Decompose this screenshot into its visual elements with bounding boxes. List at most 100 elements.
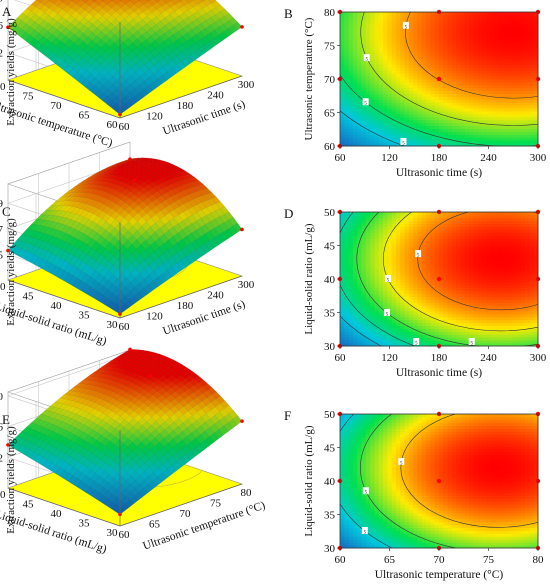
contour-fill-cell [494, 79, 500, 83]
contour-fill-cell [383, 55, 388, 60]
contour-fill-cell [348, 81, 354, 86]
contour-fill-cell [352, 102, 358, 106]
contour-fill-cell [391, 302, 397, 306]
contour-fill-cell [340, 255, 345, 260]
contour-fill-cell [352, 311, 358, 315]
contour-fill-cell [421, 64, 427, 68]
contour-fill-cell [378, 81, 384, 86]
contour-fill-cell [365, 249, 371, 254]
contour-fill-cell [426, 44, 431, 48]
contour-fill-cell [439, 264, 444, 268]
contour-fill-cell [494, 99, 500, 103]
contour-fill-cell [516, 111, 522, 115]
contour-fill-cell [451, 87, 457, 92]
contour-fill-cell [469, 140, 474, 144]
contour-fill-cell [344, 223, 349, 227]
contour-fill-cell [383, 325, 388, 329]
x-tick-label: 240 [207, 90, 224, 102]
contour-fill-cell [525, 64, 530, 68]
contour-fill-cell [434, 26, 440, 30]
contour-fill-cell [451, 270, 457, 274]
contour-fill-cell [443, 328, 448, 332]
contour-fill-cell [340, 302, 345, 306]
contour-fill-cell [525, 58, 530, 62]
contour-fill-cell [370, 67, 375, 71]
contour-fill-cell [456, 90, 461, 94]
contour-fill-cell [516, 140, 522, 144]
contour-fill-cell [365, 258, 371, 262]
contour-fill-cell [365, 296, 371, 300]
contour-fill-cell [404, 49, 410, 54]
contour-fill-cell [391, 46, 397, 51]
contour-fill-cell [447, 61, 453, 65]
contour-fill-cell [503, 119, 509, 124]
contour-fill-cell [421, 244, 427, 248]
contour-fill-cell [340, 93, 345, 97]
contour-fill-cell [469, 119, 474, 124]
contour-fill-cell [417, 119, 423, 124]
contour-fill-cell [340, 232, 345, 236]
contour-fill-cell [374, 17, 380, 22]
contour-fill-cell [529, 102, 535, 106]
contour-fill-cell [443, 223, 448, 227]
contour-fill-cell [434, 125, 440, 129]
contour-fill-cell [529, 116, 535, 121]
contour-fill-cell [430, 308, 436, 312]
contour-fill-cell [434, 261, 440, 265]
contour-fill-cell [451, 328, 457, 332]
contour-fill-cell [387, 90, 393, 94]
contour-fill-cell [391, 14, 397, 19]
contour-fill-cell [529, 87, 535, 92]
contour-fill-cell [413, 334, 418, 338]
contour-fill-cell [434, 131, 440, 135]
contour-fill-cell [499, 79, 504, 83]
contour-fill-cell [348, 58, 354, 62]
contour-fill-cell [421, 52, 427, 57]
contour-fill-cell [357, 61, 362, 65]
contour-fill-cell [464, 284, 470, 289]
contour-fill-cell [413, 311, 418, 315]
contour-fill-cell [525, 23, 530, 27]
contour-fill-cell [464, 143, 470, 147]
contour-fill-cell [486, 93, 492, 97]
contour-fill-cell [533, 44, 539, 48]
contour-fill-cell [417, 64, 423, 68]
contour-fill-cell [533, 116, 539, 121]
contour-fill-cell [473, 99, 479, 103]
contour-fill-cell [499, 23, 504, 27]
contour-fill-cell [421, 113, 427, 118]
contour-fill-cell [400, 26, 405, 30]
contour-fill-cell [469, 125, 474, 129]
contour-fill-cell [391, 255, 397, 260]
contour-fill-cell [503, 125, 509, 129]
contour-fill-cell [443, 334, 448, 338]
contour-fill-cell [507, 143, 513, 147]
contour-fill-cell [456, 52, 461, 57]
contour-fill-cell [482, 137, 487, 141]
contour-fill-cell [460, 264, 466, 268]
contour-fill-cell [443, 93, 448, 97]
contour-fill-cell [525, 119, 530, 124]
contour-fill-cell [486, 32, 492, 36]
contour-fill-cell [529, 93, 535, 97]
contour-fill-cell [477, 17, 483, 22]
contour-fill-cell [378, 238, 384, 242]
contour-fill-cell [352, 322, 358, 327]
contour-fill-cell [421, 258, 427, 262]
contour-fill-cell [352, 26, 358, 30]
contour-fill-cell [477, 90, 483, 94]
contour-fill-cell [443, 313, 448, 318]
contour-fill-cell [520, 84, 526, 89]
contour-fill-cell [439, 299, 444, 303]
contour-fill-cell [486, 29, 492, 33]
contour-fill-cell [365, 12, 371, 16]
contour-fill-cell [370, 316, 375, 321]
contour-fill-cell [529, 46, 535, 51]
contour-fill-cell [391, 296, 397, 300]
contour-fill-cell [430, 84, 436, 89]
contour-fill-cell [370, 90, 375, 94]
contour-fill-cell [413, 70, 418, 74]
contour-fill-cell [404, 305, 410, 309]
contour-fill-cell [352, 111, 358, 115]
contour-fill-cell [426, 212, 431, 216]
